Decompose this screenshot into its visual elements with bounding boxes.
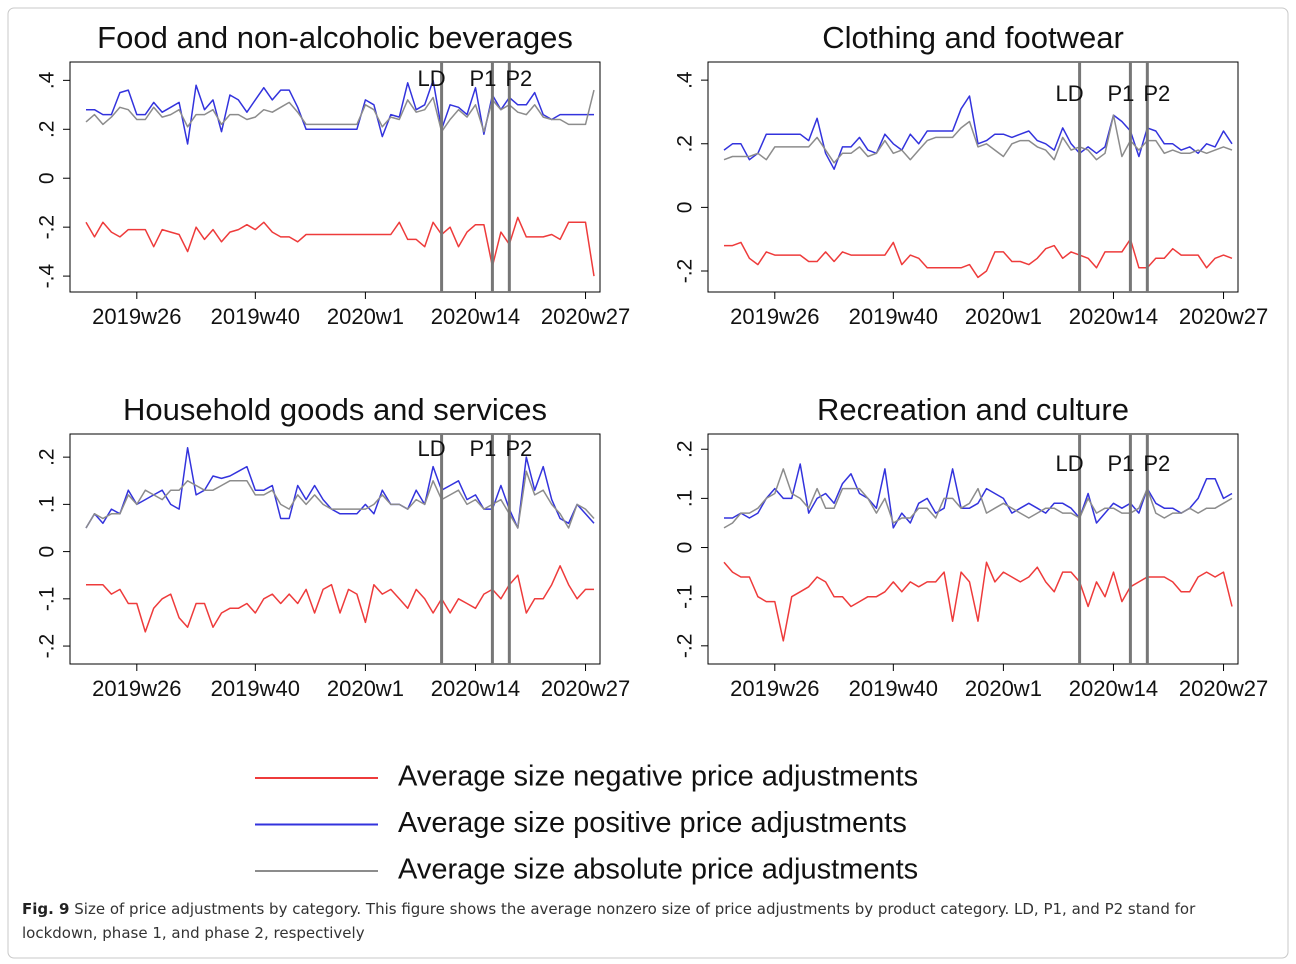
series-line <box>723 561 1233 642</box>
event-label: P2 <box>505 66 532 91</box>
panel-title: Household goods and services <box>123 392 547 427</box>
y-tick-label: .2 <box>36 448 59 466</box>
x-tick-label: 2020w1 <box>327 304 404 329</box>
event-label: LD <box>1055 451 1083 476</box>
x-tick-label: 2019w40 <box>849 304 938 329</box>
x-tick-label: 2020w1 <box>327 676 404 701</box>
event-label: P1 <box>1107 81 1134 106</box>
series-line <box>86 565 594 633</box>
x-tick-label: 2020w1 <box>965 304 1042 329</box>
x-tick-label: 2020w14 <box>1069 304 1158 329</box>
panel-title: Clothing and footwear <box>822 20 1124 55</box>
plot-frame <box>707 433 1239 665</box>
y-tick-label: 0 <box>674 542 697 554</box>
event-label: LD <box>1055 81 1083 106</box>
legend-label: Average size negative price adjustments <box>398 761 918 793</box>
y-tick-label: .2 <box>674 440 697 458</box>
x-tick-label: 2019w40 <box>211 676 300 701</box>
x-tick-label: 2019w26 <box>92 304 181 329</box>
event-label: P1 <box>469 66 496 91</box>
series-line <box>724 238 1233 279</box>
panel-title: Recreation and culture <box>817 392 1129 427</box>
y-tick-label: -.4 <box>36 264 59 289</box>
x-tick-label: 2020w14 <box>1069 676 1158 701</box>
event-label: LD <box>417 66 445 91</box>
plot-frame <box>69 433 601 665</box>
event-label: P2 <box>1143 81 1170 106</box>
panel-title: Food and non-alcoholic beverages <box>97 20 573 55</box>
legend-label: Average size positive price adjustments <box>398 807 907 839</box>
y-tick-label: 0 <box>674 202 697 214</box>
series-line <box>85 216 595 277</box>
y-tick-label: .4 <box>674 71 697 89</box>
y-tick-label: 0 <box>36 172 59 184</box>
x-tick-label: 2019w26 <box>92 676 181 701</box>
caption-label: Fig. 9 <box>22 900 70 918</box>
plot-frame <box>69 61 601 293</box>
y-tick-label: -.2 <box>36 215 59 240</box>
y-tick-label: .2 <box>36 121 59 139</box>
y-tick-label: .4 <box>36 71 59 89</box>
event-label: LD <box>417 436 445 461</box>
event-label: P2 <box>505 436 532 461</box>
x-tick-label: 2020w14 <box>431 304 520 329</box>
y-tick-label: .1 <box>36 496 59 514</box>
y-tick-label: -.2 <box>674 259 697 284</box>
figure-frame <box>7 7 1289 959</box>
y-tick-label: .2 <box>674 135 697 153</box>
x-tick-label: 2019w40 <box>211 304 300 329</box>
event-label: P2 <box>1143 451 1170 476</box>
x-tick-label: 2019w26 <box>730 676 819 701</box>
y-tick-label: 0 <box>36 546 59 558</box>
x-tick-label: 2020w27 <box>1179 676 1268 701</box>
y-tick-label: -.1 <box>36 587 59 612</box>
y-tick-label: -.1 <box>674 584 697 609</box>
event-label: P1 <box>1107 451 1134 476</box>
x-tick-label: 2020w27 <box>541 304 630 329</box>
plot-frame <box>707 61 1239 293</box>
series-line <box>723 468 1233 529</box>
x-tick-label: 2020w27 <box>1179 304 1268 329</box>
x-tick-label: 2020w14 <box>431 676 520 701</box>
y-tick-label: -.2 <box>674 634 697 659</box>
series-line <box>723 95 1233 170</box>
legend-label: Average size absolute price adjustments <box>398 854 918 886</box>
x-tick-label: 2019w40 <box>849 676 938 701</box>
caption: Fig. 9 Size of price adjustments by cate… <box>22 897 1272 945</box>
caption-text: Size of price adjustments by category. T… <box>22 900 1196 942</box>
x-tick-label: 2020w1 <box>965 676 1042 701</box>
series-line <box>723 114 1233 164</box>
series-line <box>85 89 595 133</box>
y-tick-label: .1 <box>674 490 697 508</box>
y-tick-label: -.2 <box>36 634 59 659</box>
event-label: P1 <box>469 436 496 461</box>
series-line <box>85 470 595 529</box>
x-tick-label: 2020w27 <box>541 676 630 701</box>
x-tick-label: 2019w26 <box>730 304 819 329</box>
